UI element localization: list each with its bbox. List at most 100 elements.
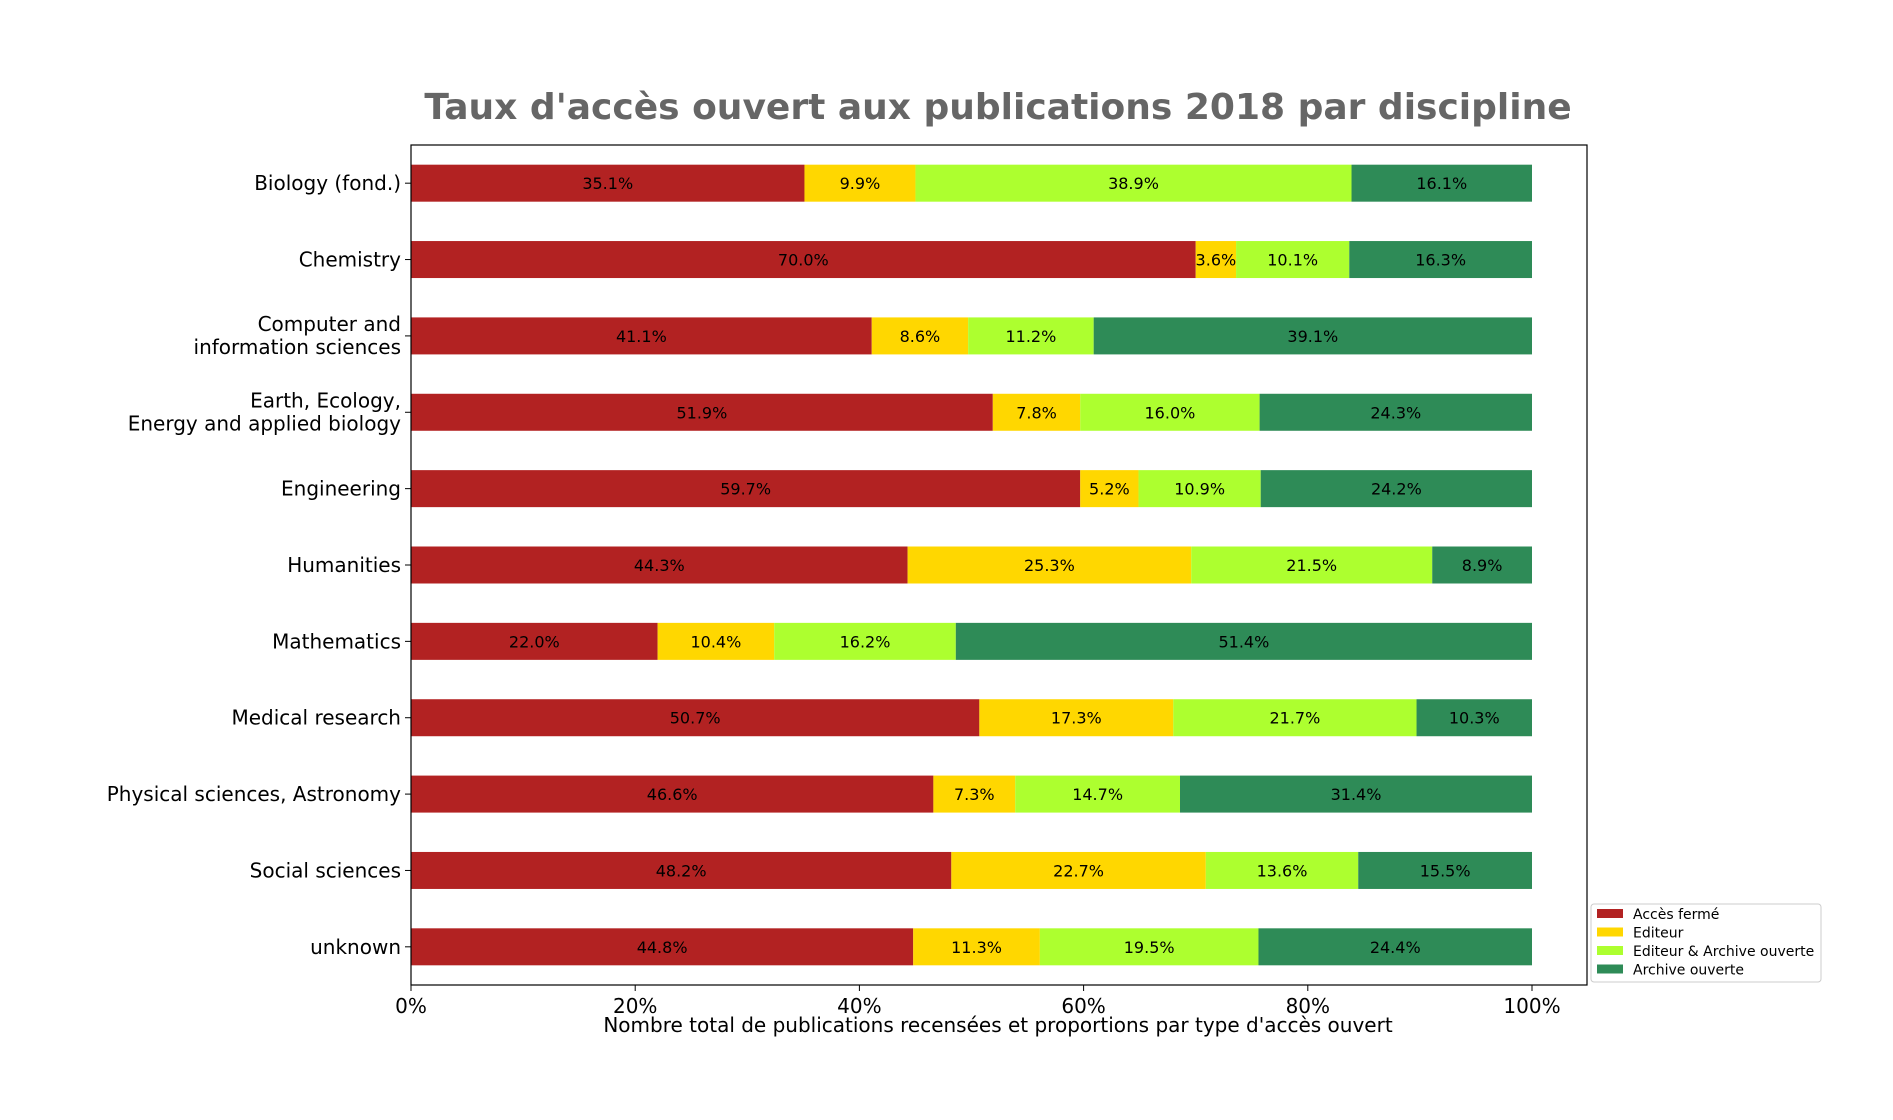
bar-segment	[1432, 546, 1532, 584]
bar-segment	[411, 928, 914, 966]
data-label: 14.7%	[1072, 785, 1123, 804]
legend-swatch	[1597, 946, 1623, 955]
data-label: 13.6%	[1257, 861, 1308, 880]
legend-swatch	[1597, 927, 1623, 937]
y-tick-label: Physical sciences, Astronomy	[107, 782, 401, 806]
y-tick-label-line: Earth, Ecology,	[250, 388, 401, 412]
bars-layer: 35.1% 9.9% 38.9% 16.1% 70.0% 3.6% 10.1% 16.3% 41…	[411, 164, 1532, 966]
bar-segment	[913, 928, 1040, 966]
data-label: 41.1%	[616, 327, 667, 346]
data-label: 24.2%	[1371, 480, 1422, 499]
bar-segment	[1173, 699, 1417, 737]
bar-segment	[411, 546, 908, 584]
bar-segment	[907, 546, 1192, 584]
data-label: 10.3%	[1449, 709, 1500, 728]
y-tick-label: Social sciences	[250, 858, 401, 882]
bar-segment	[1416, 699, 1532, 737]
data-label: 16.3%	[1415, 251, 1466, 270]
bar-segment	[1351, 164, 1532, 202]
legend-entry: Accès fermé	[1633, 907, 1719, 923]
bar-segment	[411, 851, 952, 889]
y-tick-label-line: Engineering	[281, 477, 401, 501]
bar-segment	[1236, 241, 1350, 279]
data-label: 10.1%	[1267, 251, 1318, 270]
bar-segment	[804, 164, 916, 202]
data-label: 3.6%	[1196, 251, 1237, 270]
data-label: 11.3%	[951, 938, 1002, 957]
bar-segment	[955, 622, 1532, 660]
bar-segment	[951, 851, 1206, 889]
y-tick-label: Computer and information sciences	[194, 312, 401, 359]
bar-segment	[1180, 775, 1532, 813]
data-label: 16.1%	[1416, 174, 1467, 193]
y-tick-label-line: information sciences	[194, 335, 401, 359]
data-label: 5.2%	[1089, 480, 1130, 499]
legend-box	[1590, 903, 1822, 983]
data-label: 9.9%	[840, 174, 881, 193]
y-axis: Biology (fond.) Chemistry Computer and info…	[107, 171, 411, 959]
y-tick-label: unknown	[310, 935, 401, 959]
x-tick-label: 20%	[613, 994, 657, 1018]
bar-segment	[411, 317, 872, 355]
data-label: 51.4%	[1218, 632, 1269, 651]
x-tick-label: 80%	[1286, 994, 1330, 1018]
x-axis: 0% 20% 40% 60% 80% 100%	[395, 985, 1561, 1018]
data-label: 44.3%	[634, 556, 685, 575]
y-tick-label: Engineering	[281, 477, 401, 501]
y-tick-label-line: Chemistry	[299, 248, 401, 272]
y-tick-label: Humanities	[287, 553, 401, 577]
data-label: 38.9%	[1108, 174, 1159, 193]
bar-segment	[411, 393, 993, 431]
bar-segment	[1080, 470, 1139, 508]
bar-segment	[871, 317, 969, 355]
x-tick-label: 40%	[837, 994, 881, 1018]
bar-segment	[1138, 470, 1261, 508]
x-tick-label: 60%	[1061, 994, 1105, 1018]
bar-segment	[411, 164, 805, 202]
data-label: 21.7%	[1269, 709, 1320, 728]
data-label: 17.3%	[1051, 709, 1102, 728]
bar-segment	[411, 241, 1196, 279]
data-label: 22.0%	[509, 632, 560, 651]
legend-entry: Editeur	[1633, 926, 1684, 942]
data-label: 39.1%	[1287, 327, 1338, 346]
legend-entry: Archive ouverte	[1633, 963, 1744, 979]
bar-segment	[411, 699, 980, 737]
data-label: 24.4%	[1370, 938, 1421, 957]
data-label: 22.7%	[1053, 861, 1104, 880]
data-label: 10.9%	[1174, 480, 1225, 499]
data-label: 19.5%	[1124, 938, 1175, 957]
y-tick-label-line: Biology (fond.)	[254, 171, 401, 195]
y-tick-label: Chemistry	[299, 248, 401, 272]
data-label: 59.7%	[720, 480, 771, 499]
data-label: 31.4%	[1331, 785, 1382, 804]
data-label: 51.9%	[676, 403, 727, 422]
bar-segment	[915, 164, 1352, 202]
chart-title: Taux d'accès ouvert aux publications 201…	[424, 87, 1571, 128]
data-label: 7.8%	[1016, 403, 1057, 422]
bar-segment	[1191, 546, 1433, 584]
bar-segment	[1015, 775, 1181, 813]
y-tick-label-line: Social sciences	[250, 858, 401, 882]
bar-segment	[1093, 317, 1532, 355]
y-tick-label-line: Physical sciences, Astronomy	[107, 782, 401, 806]
bar-segment	[1080, 393, 1260, 431]
data-label: 46.6%	[647, 785, 698, 804]
data-label: 8.9%	[1462, 556, 1503, 575]
data-label: 35.1%	[582, 174, 633, 193]
x-tick-label: 100%	[1503, 994, 1560, 1018]
data-label: 50.7%	[670, 709, 721, 728]
data-label: 7.3%	[954, 785, 995, 804]
y-tick-label: Mathematics	[272, 629, 401, 653]
data-label: 15.5%	[1420, 861, 1471, 880]
bar-segment	[992, 393, 1081, 431]
bar-segment	[1039, 928, 1259, 966]
data-label: 16.2%	[840, 632, 891, 651]
y-tick-label: Earth, Ecology, Energy and applied biolog…	[128, 388, 401, 435]
y-tick-label-line: Medical research	[231, 706, 401, 730]
bar-segment	[968, 317, 1094, 355]
bar-segment	[774, 622, 956, 660]
bar-segment	[1358, 851, 1532, 889]
bar-segment	[411, 622, 658, 660]
